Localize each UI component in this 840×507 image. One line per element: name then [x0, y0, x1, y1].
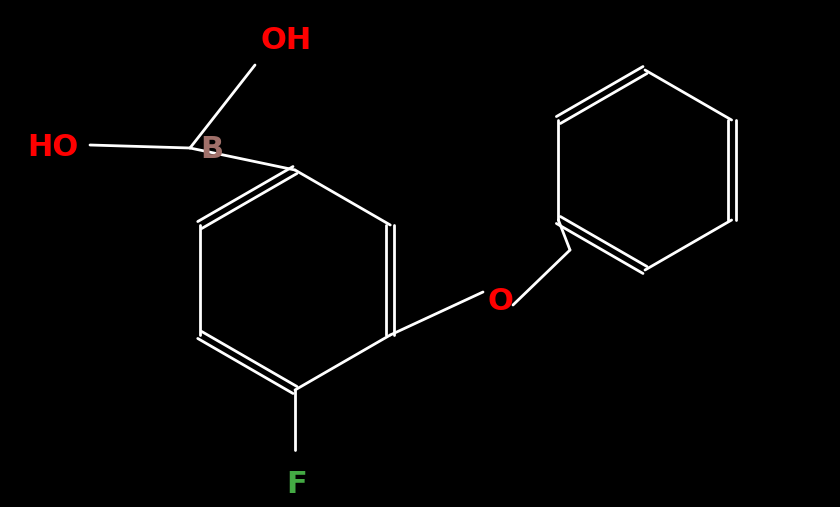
Text: B: B: [200, 135, 223, 164]
Text: F: F: [286, 470, 307, 499]
Text: OH: OH: [260, 26, 312, 55]
Text: O: O: [487, 287, 513, 316]
Text: HO: HO: [27, 132, 78, 162]
